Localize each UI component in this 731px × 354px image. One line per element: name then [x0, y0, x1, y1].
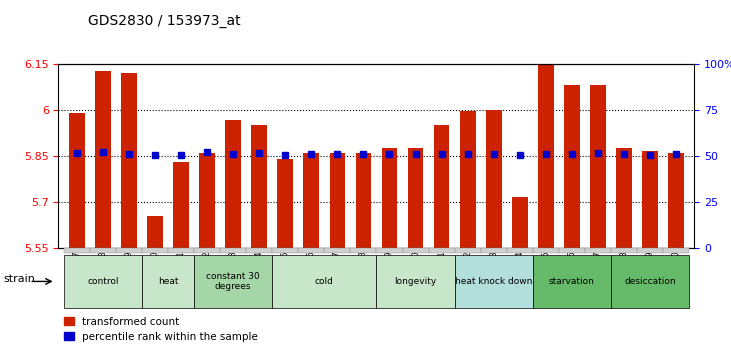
FancyBboxPatch shape	[272, 248, 298, 253]
Text: strain: strain	[3, 274, 35, 284]
FancyBboxPatch shape	[428, 248, 455, 253]
FancyBboxPatch shape	[507, 248, 533, 253]
FancyBboxPatch shape	[168, 248, 194, 253]
Bar	[408, 148, 423, 248]
FancyBboxPatch shape	[350, 248, 376, 253]
Text: desiccation: desiccation	[624, 277, 676, 286]
Bar	[564, 85, 580, 248]
Text: cold: cold	[315, 277, 334, 286]
Text: starvation: starvation	[549, 277, 595, 286]
Bar	[460, 111, 475, 248]
FancyBboxPatch shape	[376, 248, 403, 253]
FancyBboxPatch shape	[64, 255, 142, 308]
Bar	[95, 72, 110, 248]
FancyBboxPatch shape	[637, 248, 663, 253]
Text: constant 30
degrees: constant 30 degrees	[206, 272, 260, 291]
Text: heat knock down: heat knock down	[455, 277, 532, 286]
Bar	[69, 113, 85, 248]
Bar	[278, 159, 293, 248]
FancyBboxPatch shape	[585, 248, 611, 253]
Text: control: control	[87, 277, 118, 286]
Bar	[200, 153, 215, 248]
FancyBboxPatch shape	[194, 255, 272, 308]
Bar	[512, 197, 528, 248]
FancyBboxPatch shape	[533, 255, 611, 308]
FancyBboxPatch shape	[298, 248, 325, 253]
Legend: transformed count, percentile rank within the sample: transformed count, percentile rank withi…	[64, 317, 258, 342]
FancyBboxPatch shape	[142, 255, 194, 308]
Bar	[486, 110, 501, 248]
Bar	[616, 148, 632, 248]
Text: GDS2830 / 153973_at: GDS2830 / 153973_at	[88, 14, 240, 28]
FancyBboxPatch shape	[325, 248, 350, 253]
Bar	[382, 148, 398, 248]
Bar	[173, 162, 189, 248]
FancyBboxPatch shape	[533, 248, 559, 253]
FancyBboxPatch shape	[455, 248, 481, 253]
FancyBboxPatch shape	[455, 255, 533, 308]
FancyBboxPatch shape	[376, 255, 455, 308]
Bar	[330, 153, 345, 248]
Bar	[643, 151, 658, 248]
Bar	[590, 85, 606, 248]
Bar	[147, 216, 163, 248]
Bar	[225, 120, 241, 248]
FancyBboxPatch shape	[194, 248, 220, 253]
FancyBboxPatch shape	[663, 248, 689, 253]
FancyBboxPatch shape	[142, 248, 168, 253]
FancyBboxPatch shape	[481, 248, 507, 253]
Bar	[433, 125, 450, 248]
Bar	[303, 153, 319, 248]
Bar	[668, 153, 684, 248]
FancyBboxPatch shape	[115, 248, 142, 253]
FancyBboxPatch shape	[246, 248, 272, 253]
Bar	[251, 125, 267, 248]
Bar	[355, 153, 371, 248]
Bar	[538, 65, 553, 248]
FancyBboxPatch shape	[559, 248, 585, 253]
FancyBboxPatch shape	[611, 248, 637, 253]
FancyBboxPatch shape	[64, 248, 90, 253]
FancyBboxPatch shape	[611, 255, 689, 308]
FancyBboxPatch shape	[272, 255, 376, 308]
FancyBboxPatch shape	[403, 248, 428, 253]
FancyBboxPatch shape	[90, 248, 115, 253]
FancyBboxPatch shape	[220, 248, 246, 253]
Text: longevity: longevity	[395, 277, 436, 286]
Text: heat: heat	[158, 277, 178, 286]
Bar	[121, 73, 137, 248]
